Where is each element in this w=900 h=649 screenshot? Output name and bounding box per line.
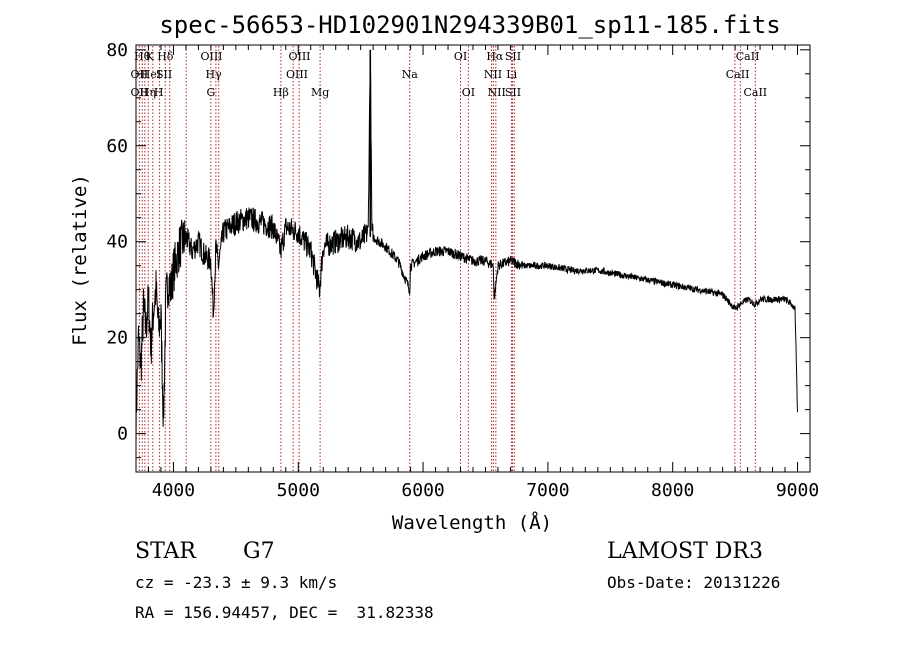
spectral-line-label-mid-2: SII [156, 68, 172, 81]
spectral-line-label-low-9: CaII [743, 86, 767, 99]
spectral-line-label-low-3: G [206, 86, 215, 99]
spectrum-line [135, 55, 798, 449]
spectral-line-label-top-6: Hα [486, 50, 504, 63]
spectral-line-label-mid-7: Li [506, 68, 517, 81]
obs-date-readout: Obs-Date: 20131226 [607, 573, 781, 592]
spectral-line-label-mid-8: CaII [726, 68, 750, 81]
subclass-label: G7 [243, 539, 275, 564]
x-axis-ticks: 4000 5000 6000 7000 8000 9000 [147, 45, 819, 501]
spectral-line-label-top-3: OIII [200, 50, 222, 63]
spectral-line-label-low-4: Hβ [273, 86, 289, 99]
spectral-line-label-mid-6: NII [484, 68, 502, 81]
spectral-line-label-low-5: Mg [311, 86, 329, 99]
spectral-line-label-top-5: OI [454, 50, 467, 63]
survey-label: LAMOST DR3 [607, 539, 763, 564]
spectral-line-label-low-1: Hη [140, 86, 156, 99]
spectrum-series [135, 49, 798, 449]
spectral-line-markers [138, 46, 756, 471]
redshift-readout: cz = -23.3 ± 9.3 km/s [135, 573, 338, 592]
x-axis-label: Wavelength (Å) [392, 511, 552, 534]
spectral-line-label-mid-3: Hγ [206, 68, 223, 81]
spectral-line-label-mid-0: OII [131, 68, 149, 81]
y-tick-label-20: 20 [106, 328, 128, 349]
x-tick-label-6000: 6000 [401, 480, 444, 501]
y-tick-label-80: 80 [106, 40, 128, 61]
x-tick-label-7000: 7000 [526, 480, 569, 501]
chart-title: spec-56653-HD102901N294339B01_sp11-185.f… [159, 11, 780, 39]
spectral-line-label-low-7: NII [488, 86, 506, 99]
spectral-line-label-top-1: K [146, 50, 155, 63]
spectral-line-label-top-0: Hθ [134, 50, 151, 63]
y-axis-label: Flux (relative) [69, 174, 91, 346]
y-axis-ticks: 0 20 40 60 80 [106, 40, 810, 459]
spectral-line-label-low-2: H [154, 86, 164, 99]
x-tick-label-9000: 9000 [776, 480, 819, 501]
spectral-line-label-low-0: OII [131, 86, 149, 99]
spectral-line-label-mid-1: HeI [141, 68, 161, 81]
spectral-line-label-low-8: SII [505, 86, 521, 99]
spectral-line-label-low-6: OI [462, 86, 475, 99]
class-label: STAR [135, 539, 196, 564]
y-tick-label-0: 0 [117, 424, 128, 445]
x-tick-label-8000: 8000 [651, 480, 694, 501]
spectral-line-label-top-4: OIII [288, 50, 310, 63]
coords-readout: RA = 156.94457, DEC = 31.82338 [135, 603, 434, 622]
x-tick-label-5000: 5000 [277, 480, 320, 501]
y-tick-label-40: 40 [106, 232, 128, 253]
spectral-line-label-top-7: SII [505, 50, 521, 63]
spectral-line-label-mid-5: Na [402, 68, 419, 81]
spectral-line-label-top-8: CaII [736, 50, 760, 63]
spectral-line-label-top-2: Hδ [157, 50, 174, 63]
y-tick-label-60: 60 [106, 136, 128, 157]
spectral-line-label-mid-4: OIII [286, 68, 308, 81]
x-tick-label-4000: 4000 [152, 480, 195, 501]
